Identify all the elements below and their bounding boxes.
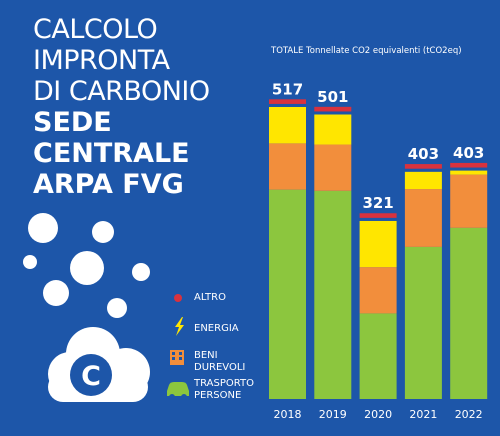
- bar-altro-2020: [359, 213, 397, 218]
- legend-altro: ALTRO: [194, 292, 226, 303]
- lightning-icon: [175, 317, 184, 336]
- bar-gap: [359, 217, 397, 221]
- title-line-3: DI CARBONIO: [33, 76, 210, 107]
- bubble: [107, 298, 127, 318]
- bubbles-decoration: [23, 213, 150, 318]
- bubble: [70, 251, 104, 285]
- bar-energia-2018: [269, 106, 306, 144]
- bar-trasporto-2021: [404, 246, 442, 399]
- bubble: [28, 213, 58, 243]
- bar-beni-2021: [404, 189, 442, 247]
- bar-beni-2019: [314, 144, 352, 191]
- red-dot-icon: [174, 294, 182, 302]
- chart-subtitle: TOTALE Tonnellate CO2 equivalenti (tCO2e…: [271, 46, 462, 56]
- bar-altro-2021: [404, 164, 442, 169]
- title-line-4: SEDE: [33, 107, 112, 138]
- cloud-icon: C: [48, 327, 150, 402]
- title-line-2: IMPRONTA: [33, 45, 170, 76]
- legend-energia: ENERGIA: [194, 323, 239, 334]
- bar-altro-2018: [269, 99, 306, 104]
- bar-trasporto-2020: [359, 313, 397, 399]
- bar-beni-2022: [450, 174, 488, 228]
- bar-trasporto-2018: [269, 189, 306, 399]
- x-tick-label-2020: 2020: [364, 408, 392, 421]
- x-tick-label-2021: 2021: [409, 408, 437, 421]
- x-tick-label-2019: 2019: [319, 408, 347, 421]
- total-label-2022: 403: [453, 144, 484, 162]
- x-tick-label-2018: 2018: [274, 408, 302, 421]
- bar-energia-2022: [450, 170, 488, 175]
- bar-gap: [450, 167, 488, 171]
- title-line-5: CENTRALE: [33, 138, 190, 169]
- total-label-2019: 501: [317, 88, 348, 106]
- building-icon: [170, 350, 184, 365]
- total-label-2020: 321: [362, 194, 393, 212]
- bubble: [43, 280, 69, 306]
- title-line-6: ARPA FVG: [33, 169, 184, 200]
- bar-altro-2022: [450, 162, 488, 168]
- bar-energia-2019: [314, 114, 352, 145]
- car-icon: [167, 382, 189, 400]
- x-tick-label-2022: 2022: [455, 408, 483, 421]
- bar-energia-2021: [404, 171, 442, 190]
- legend-trasporto: TRASPORTO PERSONE: [194, 378, 254, 401]
- bar-altro-2019: [314, 106, 352, 112]
- bar-beni-2018: [269, 143, 306, 190]
- total-label-2021: 403: [408, 145, 439, 163]
- legend-beni: BENI DUREVOLI: [194, 350, 246, 373]
- bar-beni-2020: [359, 267, 397, 314]
- title-line-1: CALCOLO: [33, 14, 158, 45]
- bar-gap: [314, 111, 352, 115]
- bubble: [132, 263, 150, 281]
- bubble: [92, 221, 114, 243]
- bar-gap: [404, 168, 442, 172]
- bar-trasporto-2019: [314, 190, 352, 399]
- bar-gap: [269, 103, 306, 107]
- bar-energia-2020: [359, 220, 397, 268]
- bar-trasporto-2022: [450, 227, 488, 399]
- bubble: [23, 255, 37, 269]
- total-label-2018: 517: [272, 80, 303, 98]
- chart-title-block: CALCOLO IMPRONTA DI CARBONIO SEDE CENTRA…: [33, 14, 210, 200]
- cloud-letter: C: [81, 361, 101, 392]
